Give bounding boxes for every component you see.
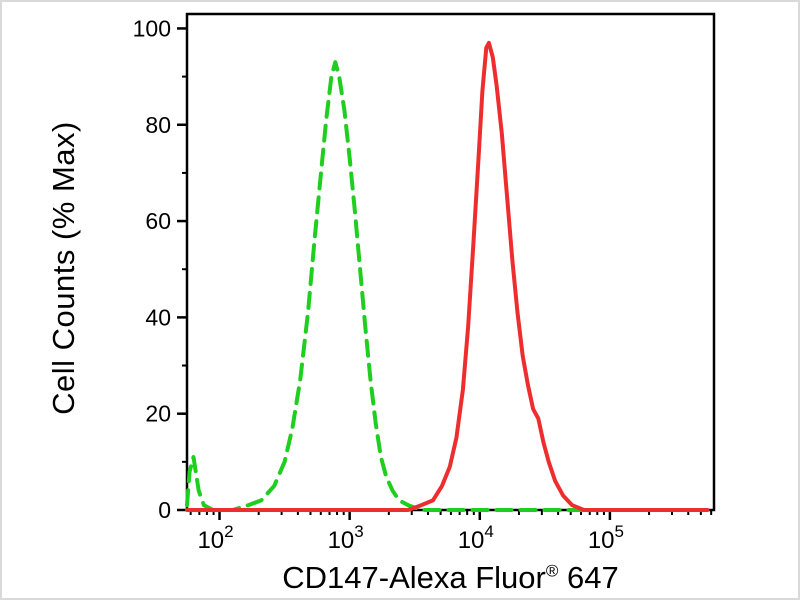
- x-tick-label: 104: [458, 522, 494, 554]
- plot-frame: [185, 12, 716, 512]
- y-tick-label: 0: [158, 497, 171, 523]
- y-tick-label: 40: [145, 304, 171, 330]
- y-tick-label: 20: [145, 401, 171, 427]
- x-axis-label-end: 647: [558, 560, 619, 595]
- x-tick-label: 105: [588, 522, 624, 554]
- x-tick-label: 102: [197, 522, 233, 554]
- y-axis-label: Cell Counts (% Max): [46, 121, 81, 415]
- registered-trademark-symbol: ®: [545, 561, 559, 581]
- y-tick-label: 80: [145, 112, 171, 138]
- y-tick-label: 60: [145, 208, 171, 234]
- x-tick-label: 103: [328, 522, 364, 554]
- y-tick-label: 100: [133, 15, 171, 41]
- x-axis-label-main: CD147-Alexa Fluor: [282, 560, 546, 595]
- x-axis-label: CD147-Alexa Fluor® 647: [187, 560, 714, 596]
- series-cd147-red-solid: [185, 40, 710, 512]
